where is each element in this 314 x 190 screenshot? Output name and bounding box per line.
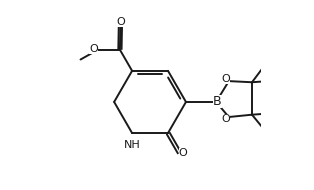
Text: NH: NH (124, 139, 140, 150)
Text: B: B (213, 95, 222, 108)
Text: O: O (179, 148, 187, 158)
Text: O: O (89, 44, 98, 54)
Text: O: O (221, 74, 230, 84)
Text: O: O (221, 114, 230, 124)
Text: O: O (116, 17, 125, 27)
